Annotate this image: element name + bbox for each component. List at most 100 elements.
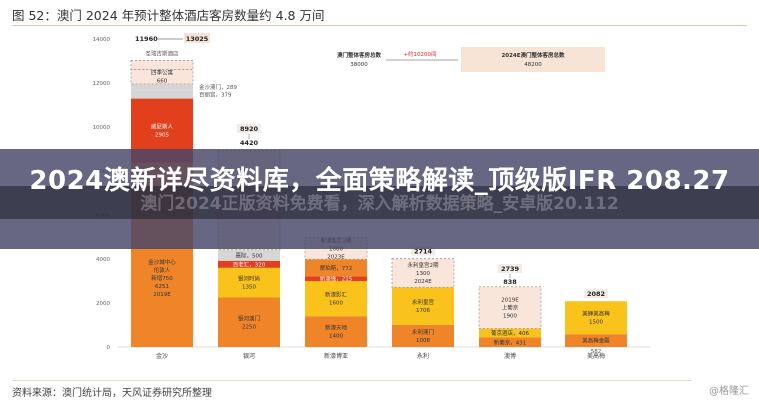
total-badge <box>411 246 435 256</box>
segment-label: 660 <box>157 79 168 85</box>
summary-future-value: 48200 <box>524 62 542 68</box>
segment-label: 永利皇宫2期 <box>408 261 439 269</box>
segment-label: 新濠天地 <box>325 324 348 332</box>
bar-segment <box>131 83 193 91</box>
watermark: @格隆汇 <box>709 386 749 397</box>
segment-label: 四季公寓 <box>151 69 174 77</box>
segment-label: 银河澳门 <box>238 314 260 322</box>
total-current: 11960 <box>135 35 158 43</box>
bar-segment <box>218 260 280 268</box>
bar-segment <box>131 90 193 99</box>
y-tick-label: 2000 <box>96 301 110 307</box>
segment-label: 永利皇宫 <box>412 298 435 306</box>
bar-segment <box>218 267 280 298</box>
total-badge <box>498 264 522 273</box>
bar-segment <box>565 301 627 335</box>
title-divider <box>12 25 747 26</box>
segment-label: 美高梅金殿 <box>582 337 610 345</box>
segment-label: 1350 <box>242 285 256 291</box>
segment-label: 1300 <box>416 271 430 277</box>
x-tick-label: 新濠博亚 <box>324 352 348 360</box>
bar-segment <box>478 286 542 329</box>
segment-label: 1900 <box>503 314 517 320</box>
y-tick-label: 14000 <box>93 37 111 43</box>
segment-label: 2905 <box>155 133 169 139</box>
segment-label: 2019E <box>153 292 171 298</box>
banner-title: 2024澳新详尽资料库，全面策略解读_顶级版IFR 208.27 <box>29 166 730 196</box>
segment-label: 摩珀斯，772 <box>320 264 353 272</box>
segment-label: 1600 <box>329 301 343 307</box>
segment-above-label: 圣瑞吉斯酒店 <box>145 49 179 57</box>
segment-label: 百老汇，320 <box>233 260 266 268</box>
summary-future-box <box>461 47 605 72</box>
bar-segment <box>479 328 541 338</box>
bar-segment <box>391 258 455 288</box>
bar-segment <box>130 60 194 70</box>
y-tick-label: 0 <box>107 345 111 351</box>
overlay-banner: 澳门2024正版资料免费看，深入解析数据策略_安卓版20.112 2024澳新详… <box>0 149 759 249</box>
total-future: 13025 <box>186 35 209 43</box>
segment-label: 上葡京 <box>502 304 519 312</box>
total-label: 838 <box>503 278 517 286</box>
segment-label: 2024E <box>414 279 432 285</box>
summary-delta: +约10200间 <box>403 50 436 58</box>
total-badge <box>237 124 261 133</box>
bar-segment <box>305 316 367 347</box>
x-tick-label: 金沙 <box>156 352 168 360</box>
segment-label: 永利澳门 <box>412 328 434 336</box>
segment-label: 2250 <box>242 324 256 330</box>
total-badge <box>584 289 608 299</box>
summary-future-label: 2024E澳门整体客房总数 <box>501 51 565 59</box>
figure-title: 图 52：澳门 2024 年预计整体酒店客房数量约 4.8 万间 <box>12 8 325 23</box>
y-tick-label: 10000 <box>93 125 111 131</box>
x-tick-label: 美高梅 <box>587 352 605 360</box>
segment-label: 新濠锋，215 <box>320 275 353 283</box>
bar-segment <box>479 337 541 347</box>
summary-current-value: 38000 <box>350 62 368 68</box>
segment-label: 新葡京，431 <box>494 338 527 346</box>
segment-label: 葡京酒店，406 <box>491 329 529 337</box>
bar-segment <box>305 281 367 317</box>
segment-label: 威尼斯人 <box>151 123 174 131</box>
bar-segment <box>218 297 280 347</box>
total-badge <box>184 33 210 43</box>
segment-label: 新增750 <box>151 274 173 282</box>
segment-label: 新濠影汇 <box>325 291 348 299</box>
segment-label: 1400 <box>329 334 343 340</box>
segment-label: 嘉际，500 <box>236 251 263 259</box>
segment-label: 美狮美高梅 <box>582 310 610 318</box>
segment-callout: 金沙澳门，289 <box>199 83 237 91</box>
bar-segment <box>305 259 367 277</box>
segment-label: 2019E <box>501 298 519 304</box>
segment-callout: 百丽宫，379 <box>199 90 232 98</box>
banner-subtitle: 澳门2024正版资料免费看，深入解析数据策略_安卓版20.112 <box>140 194 619 214</box>
bar-segment <box>565 334 627 347</box>
bar-segment <box>392 324 454 347</box>
segment-label: 金沙城中心 <box>148 258 176 266</box>
bar-segment <box>305 276 367 281</box>
x-tick-label: 永利 <box>417 352 429 360</box>
total-label: 2714 <box>414 248 433 256</box>
banner-inner-band <box>0 186 759 219</box>
x-tick-label: 澳博 <box>504 352 516 360</box>
segment-below-label: 582 <box>591 349 602 355</box>
bar-segment <box>392 287 454 325</box>
total-label: 2739 <box>501 265 520 273</box>
segment-label: 伦敦人 <box>154 266 171 274</box>
total-label: 8920 <box>240 125 259 133</box>
segment-label: 银河时尚 <box>238 275 260 283</box>
summary-current-label: 澳门整体客房总数 <box>337 51 382 59</box>
x-tick-label: 银河 <box>243 352 255 360</box>
total-label: 4420 <box>240 139 259 147</box>
y-tick-label: 4000 <box>96 257 110 263</box>
segment-label: 2023E <box>327 254 345 260</box>
source-note: 资料来源：澳门统计局，天风证券研究所整理 <box>12 388 212 399</box>
total-label: 2082 <box>587 290 605 298</box>
segment-label: 1500 <box>589 320 603 326</box>
bar-segment <box>218 249 280 261</box>
bar-segment <box>130 68 194 85</box>
segment-label: 1008 <box>416 338 430 344</box>
footer-divider <box>12 380 692 381</box>
segment-label: 1000 <box>329 246 343 252</box>
